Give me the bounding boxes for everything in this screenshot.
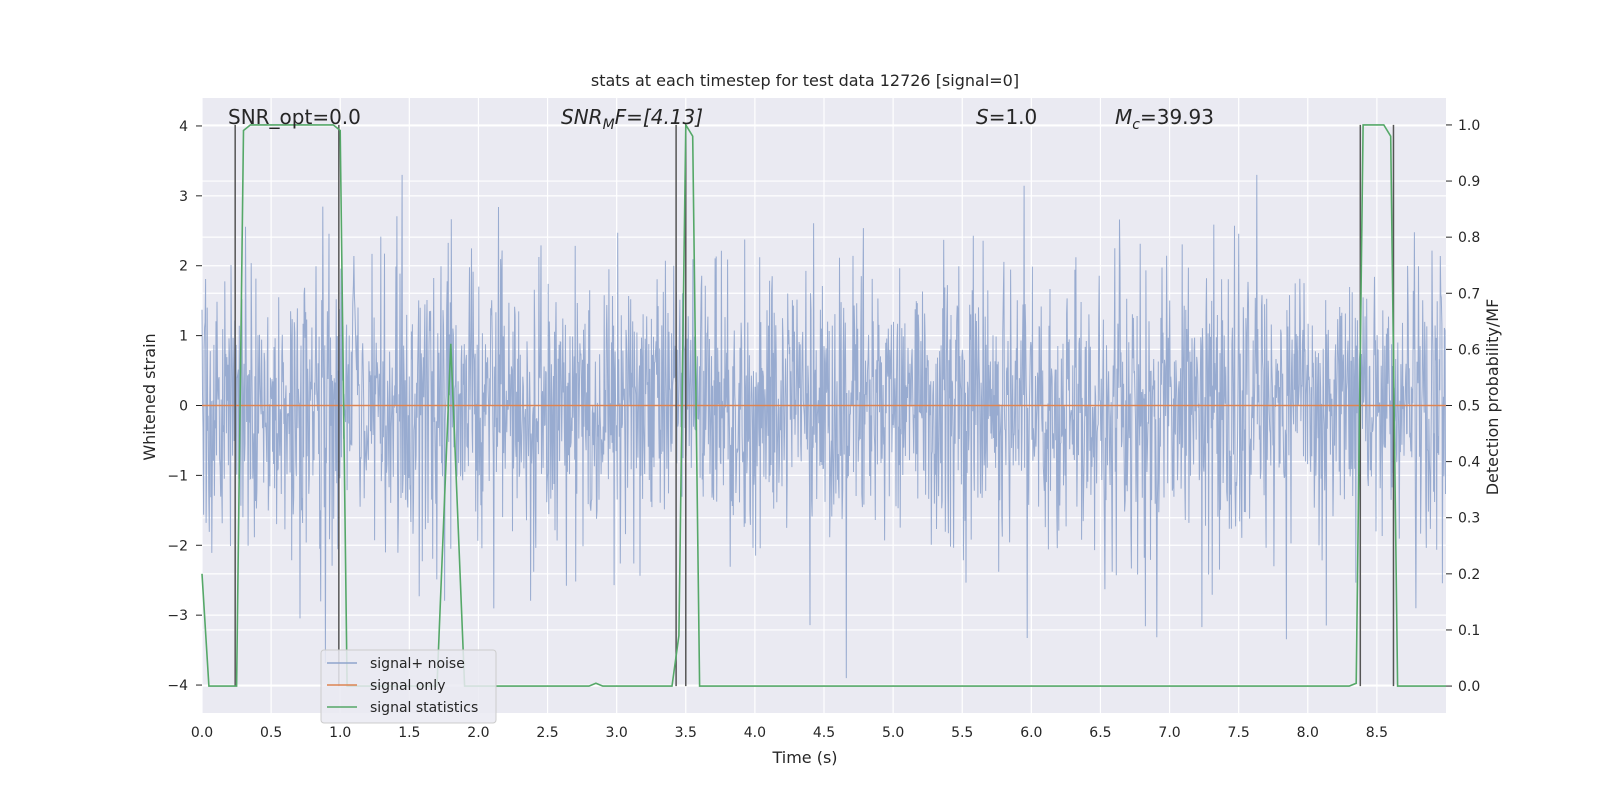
x-tick-label: 6.0 [1020,725,1042,741]
x-tick-label: 3.5 [675,725,697,741]
y-axis-label-right: Detection probability/MF [1483,299,1502,496]
x-tick-label: 7.5 [1228,725,1250,741]
annotation-snr-mf-suffix: F=[4.13] [615,105,703,129]
annotation-snr-mf-sub: M [603,117,615,133]
noise-series [201,174,1446,679]
y-tick-label: −4 [167,678,188,694]
x-tick-label: 1.5 [398,725,420,741]
y-tick-label-right: 0.4 [1458,455,1480,471]
x-tick-label: 6.5 [1089,725,1111,741]
legend-label-statistics: signal statistics [370,700,478,716]
annotation-mc-prefix: M [1115,105,1132,129]
x-tick-label: 0.0 [191,725,213,741]
y-axis-ticks-right: 0.0 0.1 0.2 0.3 0.4 0.5 0.6 0.7 0.8 0.9 1.0 [1446,118,1480,695]
x-tick-label: 2.5 [536,725,558,741]
annotation-s-prefix: S [976,105,989,129]
x-tick-label: 1.0 [329,725,351,741]
x-tick-label: 0.5 [260,725,282,741]
x-tick-label: 5.5 [951,725,973,741]
annotation-snr-mf: SNRMF=[4.13] [561,105,703,133]
annotation-snr-mf-prefix: SNR [561,105,603,129]
y-tick-label-right: 0.9 [1458,174,1480,190]
y-tick-label: −2 [167,538,188,554]
x-tick-label: 4.5 [813,725,835,741]
x-axis-ticks: 0.0 0.5 1.0 1.5 2.0 2.5 3.0 3.5 4.0 4.5 5.0 5.5 6.0 6… [191,725,1388,741]
y-axis-label: Whitened strain [140,333,159,460]
x-tick-label: 8.0 [1297,725,1319,741]
annotation-s-suffix: =1.0 [989,105,1038,129]
y-tick-label: 0 [179,399,188,415]
legend: signal+ noise signal only signal statist… [320,649,497,724]
y-tick-label-right: 1.0 [1458,118,1480,134]
x-tick-label: 5.0 [882,725,904,741]
y-axis-ticks: −4 −3 −2 −1 0 1 2 3 4 [167,119,202,694]
y-tick-label-right: 0.5 [1458,399,1480,415]
annotation-s: S=1.0 [976,105,1037,129]
y-tick-label: 4 [179,119,188,135]
y-tick-label-right: 0.2 [1458,567,1480,583]
y-tick-label: 3 [179,189,188,205]
chart-title: stats at each timestep for test data 127… [591,71,1019,90]
x-tick-label: 3.0 [606,725,628,741]
legend-box [320,649,497,724]
annotation-mc-sub: c [1132,117,1140,133]
x-tick-label: 4.0 [744,725,766,741]
legend-label-noise: signal+ noise [370,656,465,672]
annotation-snr-opt: SNR_opt=0.0 [228,105,361,129]
y-tick-label-right: 0.3 [1458,511,1480,527]
x-tick-label: 7.0 [1158,725,1180,741]
y-tick-label-right: 0.7 [1458,286,1480,302]
x-tick-label: 2.0 [467,725,489,741]
x-tick-label: 8.5 [1366,725,1388,741]
noise-trace [201,174,1446,679]
signal-statistics-line [201,122,1446,687]
y-tick-label-right: 0.8 [1458,230,1480,246]
legend-label-signal-only: signal only [370,678,445,694]
y-tick-label-right: 0.1 [1458,623,1480,639]
y-tick-label: −3 [167,608,188,624]
x-axis-label: Time (s) [771,748,837,767]
y-tick-label: 2 [179,259,188,275]
y-tick-label: 1 [179,329,188,345]
annotation-mc: Mc=39.93 [1115,105,1214,133]
y-tick-label-right: 0.0 [1458,679,1480,695]
annotation-mc-suffix: =39.93 [1140,105,1214,129]
y-tick-label-right: 0.6 [1458,342,1480,358]
y-tick-label: −1 [167,468,188,484]
